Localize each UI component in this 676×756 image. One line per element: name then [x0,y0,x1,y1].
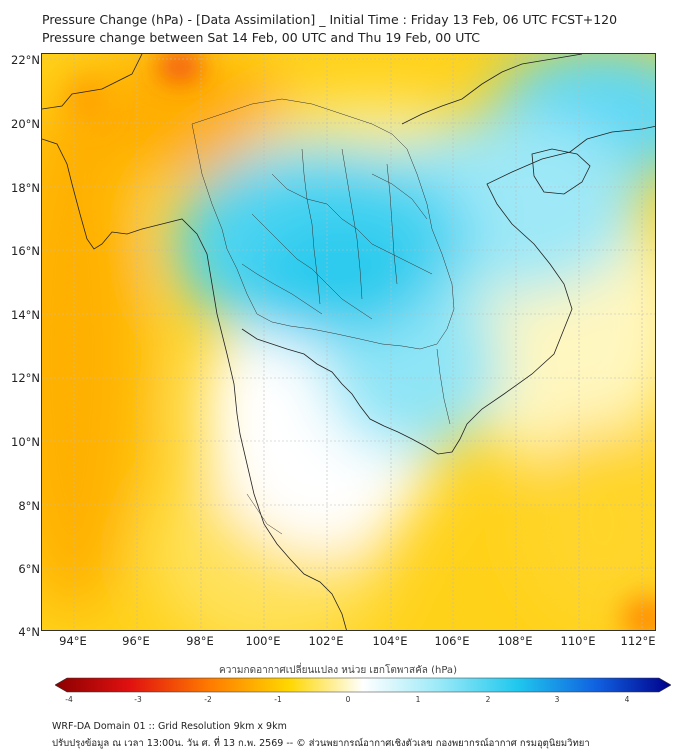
model-info: WRF-DA Domain 01 :: Grid Resolution 9km … [52,721,287,732]
lat-label: 16°N [11,244,40,258]
colorbar-tick: 3 [554,695,560,704]
lon-label: 96°E [122,634,150,648]
pressure-field [42,54,655,630]
lat-label: 12°N [11,371,40,385]
lat-label: 6°N [18,562,40,576]
colorbar-tick: 1 [415,695,421,704]
lat-label: 14°N [11,308,40,322]
update-credit: ปรับปรุงข้อมูล ณ เวลา 13:00น. วัน ศ. ที่… [52,738,590,749]
borders [191,98,455,535]
lon-label: 106°E [434,634,470,648]
colorbar-title: ความกดอากาศเปลี่ยนแปลง หน่วย เฮกโตพาสคัล… [219,665,457,676]
colorbar-tick: 4 [624,695,630,704]
colorbar-tick: -1 [274,695,282,704]
lon-label: 108°E [497,634,533,648]
lon-label: 94°E [59,634,87,648]
lat-label: 20°N [11,117,40,131]
colorbar-tick: -3 [134,695,142,704]
lon-label: 110°E [560,634,596,648]
lon-label: 98°E [186,634,214,648]
lat-label: 8°N [18,499,40,513]
colorbar [55,677,671,693]
pressure-change-map [41,53,656,631]
colorbar-tick: -2 [204,695,212,704]
coastlines [42,54,655,630]
map-title: Pressure Change (hPa) - [Data Assimilati… [42,12,618,27]
lat-label: 4°N [18,625,40,639]
lat-label: 22°N [11,53,40,67]
lon-label: 104°E [372,634,408,648]
colorbar-tick: 2 [485,695,491,704]
lat-label: 10°N [11,435,40,449]
graticule [42,54,655,630]
lat-label: 18°N [11,181,40,195]
lon-label: 112°E [620,634,656,648]
colorbar-tick: -4 [65,695,73,704]
map-subtitle: Pressure change between Sat 14 Feb, 00 U… [42,30,480,45]
lon-label: 100°E [245,634,281,648]
colorbar-tick: 0 [345,695,351,704]
lon-label: 102°E [308,634,344,648]
